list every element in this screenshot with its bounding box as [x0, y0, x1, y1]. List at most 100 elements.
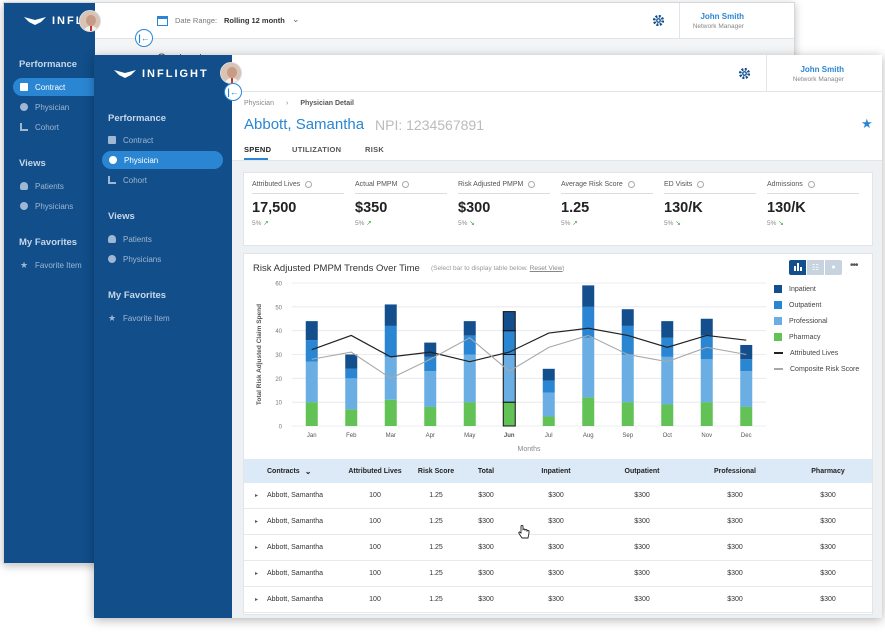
sort-chevron-icon[interactable]: ⌄: [304, 466, 312, 476]
bar-inpatient-aug[interactable]: [582, 285, 595, 307]
table-row[interactable]: ▸ Abbott, Samantha 100 1.25 $300 $300 $300 $300…: [244, 587, 872, 613]
col-pharmacy[interactable]: Pharmacy: [798, 459, 858, 483]
col-professional[interactable]: Professional: [703, 459, 767, 483]
table-row[interactable]: ▸ Abbott, Samantha 100 1.25 $300 $300 $300 $300…: [244, 483, 872, 509]
bar-outpatient-feb[interactable]: [345, 368, 358, 379]
metric-actual-pmpm[interactable]: Actual PMPM $350 5% ↗: [355, 181, 447, 227]
bar-pharmacy-jan[interactable]: [305, 402, 318, 426]
back-sidebar-item-contract[interactable]: Contract: [13, 78, 95, 96]
bar-inpatient-jul[interactable]: [542, 368, 555, 381]
back-avatar[interactable]: [79, 10, 101, 32]
bar-inpatient-sep[interactable]: [621, 309, 634, 326]
sidebar-item-patients[interactable]: Patients: [108, 230, 152, 248]
bar-outpatient-mar[interactable]: [384, 325, 397, 357]
bar-chart-view-icon[interactable]: [789, 260, 806, 275]
reset-view-link[interactable]: Reset View: [529, 265, 563, 272]
sidebar-item-contract[interactable]: Contract: [108, 131, 153, 149]
back-sidebar-item-patients[interactable]: Patients: [20, 177, 64, 195]
legend-pharmacy[interactable]: Pharmacy: [774, 329, 870, 345]
col-inpatient[interactable]: Inpatient: [531, 459, 581, 483]
breadcrumb-parent[interactable]: Physician: [244, 100, 274, 107]
avatar[interactable]: [220, 62, 242, 84]
metric-risk-adjusted-pmpm[interactable]: Risk Adjusted PMPM $300 5% ↘: [458, 181, 550, 227]
metric-ed-visits[interactable]: ED Visits 130/K 5% ↘: [664, 181, 756, 227]
gear-icon[interactable]: [738, 67, 751, 80]
legend-attributed-lives[interactable]: Attributed Lives: [774, 345, 870, 361]
info-icon[interactable]: [807, 181, 815, 188]
expand-row-icon[interactable]: ▸: [255, 597, 259, 603]
expand-row-icon[interactable]: ▸: [255, 571, 259, 577]
bar-inpatient-dec[interactable]: [740, 344, 753, 360]
bar-inpatient-nov[interactable]: [700, 318, 713, 336]
expand-row-icon[interactable]: ▸: [255, 519, 259, 525]
back-sidebar-item-favorite[interactable]: ★ Favorite Item: [20, 256, 82, 274]
bar-professional-jul[interactable]: [542, 392, 555, 417]
bar-professional-aug[interactable]: [582, 337, 595, 398]
bar-professional-feb[interactable]: [345, 378, 358, 410]
gear-icon[interactable]: [652, 14, 665, 27]
bar-professional-jan[interactable]: [305, 361, 318, 403]
bar-pharmacy-jul[interactable]: [542, 416, 555, 426]
bar-professional-apr[interactable]: [424, 371, 437, 407]
col-contracts[interactable]: Contracts ⌄: [267, 459, 311, 483]
bar-pharmacy-nov[interactable]: [700, 402, 713, 426]
back-collapse-sidebar-button[interactable]: |←: [135, 29, 153, 47]
col-outpatient[interactable]: Outpatient: [613, 459, 671, 483]
bar-pharmacy-mar[interactable]: [384, 399, 397, 426]
bar-outpatient-jul[interactable]: [542, 380, 555, 393]
bar-outpatient-jan[interactable]: [305, 340, 318, 362]
info-icon[interactable]: [305, 181, 313, 188]
bar-inpatient-may[interactable]: [463, 321, 476, 336]
more-options-icon[interactable]: •••: [850, 260, 858, 271]
favorite-star-icon[interactable]: ★: [861, 116, 873, 131]
bar-professional-sep[interactable]: [621, 354, 634, 403]
bar-pharmacy-apr[interactable]: [424, 406, 437, 426]
table-row[interactable]: ▸ Abbott, Samantha 100 1.25 $300 $300 $300 $300…: [244, 509, 872, 535]
pmpm-trend-chart[interactable]: 0 10 20 30 40 50 60 Total Risk Adjusted Claim S…: [244, 274, 774, 454]
bar-inpatient-apr[interactable]: [424, 342, 437, 357]
metric-admissions[interactable]: Admissions 130/K 5% ↘: [767, 181, 859, 227]
expand-row-icon[interactable]: ▸: [255, 493, 259, 499]
chevron-down-icon[interactable]: ⌄: [292, 14, 300, 24]
bar-outpatient-jun[interactable]: [502, 330, 516, 356]
bar-pharmacy-feb[interactable]: [345, 409, 358, 426]
tab-spend[interactable]: SPEND: [244, 145, 272, 154]
bar-professional-oct[interactable]: [661, 356, 674, 405]
bar-professional-dec[interactable]: [740, 371, 753, 407]
metric-attributed-lives[interactable]: Attributed Lives 17,500 5% ↗: [252, 181, 344, 227]
bar-inpatient-jun[interactable]: [502, 311, 516, 332]
bar-outpatient-sep[interactable]: [621, 325, 634, 355]
info-icon[interactable]: [528, 181, 536, 188]
bar-pharmacy-oct[interactable]: [661, 404, 674, 426]
expand-row-icon[interactable]: ▸: [255, 545, 259, 551]
sidebar-item-favorite[interactable]: ★ Favorite Item: [108, 309, 170, 327]
back-sidebar-item-physician[interactable]: Physician: [20, 98, 69, 116]
bar-pharmacy-dec[interactable]: [740, 406, 753, 426]
bar-pharmacy-aug[interactable]: [582, 397, 595, 426]
back-sidebar-item-physicians[interactable]: Physicians: [20, 197, 73, 215]
table-row[interactable]: ▸ Abbott, Samantha 100 1.25 $300 $300 $300 $300…: [244, 535, 872, 561]
legend-composite-risk[interactable]: Composite Risk Score: [774, 361, 870, 377]
bubble-view-icon[interactable]: ●: [825, 260, 842, 275]
col-total[interactable]: Total: [468, 459, 504, 483]
sidebar-item-physicians[interactable]: Physicians: [108, 250, 161, 268]
bar-inpatient-feb[interactable]: [345, 354, 358, 369]
table-view-icon[interactable]: ☷: [807, 260, 824, 275]
legend-outpatient[interactable]: Outpatient: [774, 297, 870, 313]
bar-pharmacy-may[interactable]: [463, 402, 476, 426]
info-icon[interactable]: [627, 181, 635, 188]
bar-professional-may[interactable]: [463, 354, 476, 403]
sidebar-item-physician[interactable]: Physician: [102, 151, 223, 169]
table-row[interactable]: ▸ Abbott, Samantha 100 1.25 $300 $300 $300 $300…: [244, 561, 872, 587]
col-risk-score[interactable]: Risk Score: [414, 459, 458, 483]
col-attributed-lives[interactable]: Attributed Lives: [340, 459, 410, 483]
metric-average-risk-score[interactable]: Average Risk Score 1.25 5% ↗: [561, 181, 653, 227]
date-range-value[interactable]: Rolling 12 month: [224, 16, 285, 25]
collapse-sidebar-button[interactable]: |←: [224, 83, 242, 101]
bar-inpatient-mar[interactable]: [384, 304, 397, 326]
tab-utilization[interactable]: UTILIZATION: [292, 145, 342, 154]
bar-professional-jun[interactable]: [502, 354, 516, 403]
bar-inpatient-oct[interactable]: [661, 321, 674, 338]
bar-outpatient-aug[interactable]: [582, 306, 595, 338]
legend-inpatient[interactable]: Inpatient: [774, 281, 870, 297]
